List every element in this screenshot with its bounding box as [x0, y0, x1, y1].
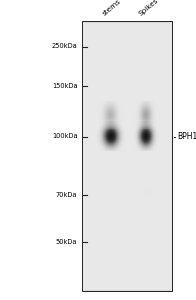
Bar: [83, 22, 172, 290]
Text: 150kDa: 150kDa: [52, 82, 77, 88]
Text: 250kDa: 250kDa: [52, 44, 77, 50]
Text: 50kDa: 50kDa: [56, 238, 77, 244]
Bar: [82, 21, 172, 291]
Text: Spikes: Spikes: [137, 0, 159, 16]
Text: BPH14: BPH14: [177, 132, 196, 141]
Text: 100kDa: 100kDa: [52, 134, 77, 140]
Text: 70kDa: 70kDa: [56, 192, 77, 198]
Text: stems: stems: [101, 0, 122, 16]
